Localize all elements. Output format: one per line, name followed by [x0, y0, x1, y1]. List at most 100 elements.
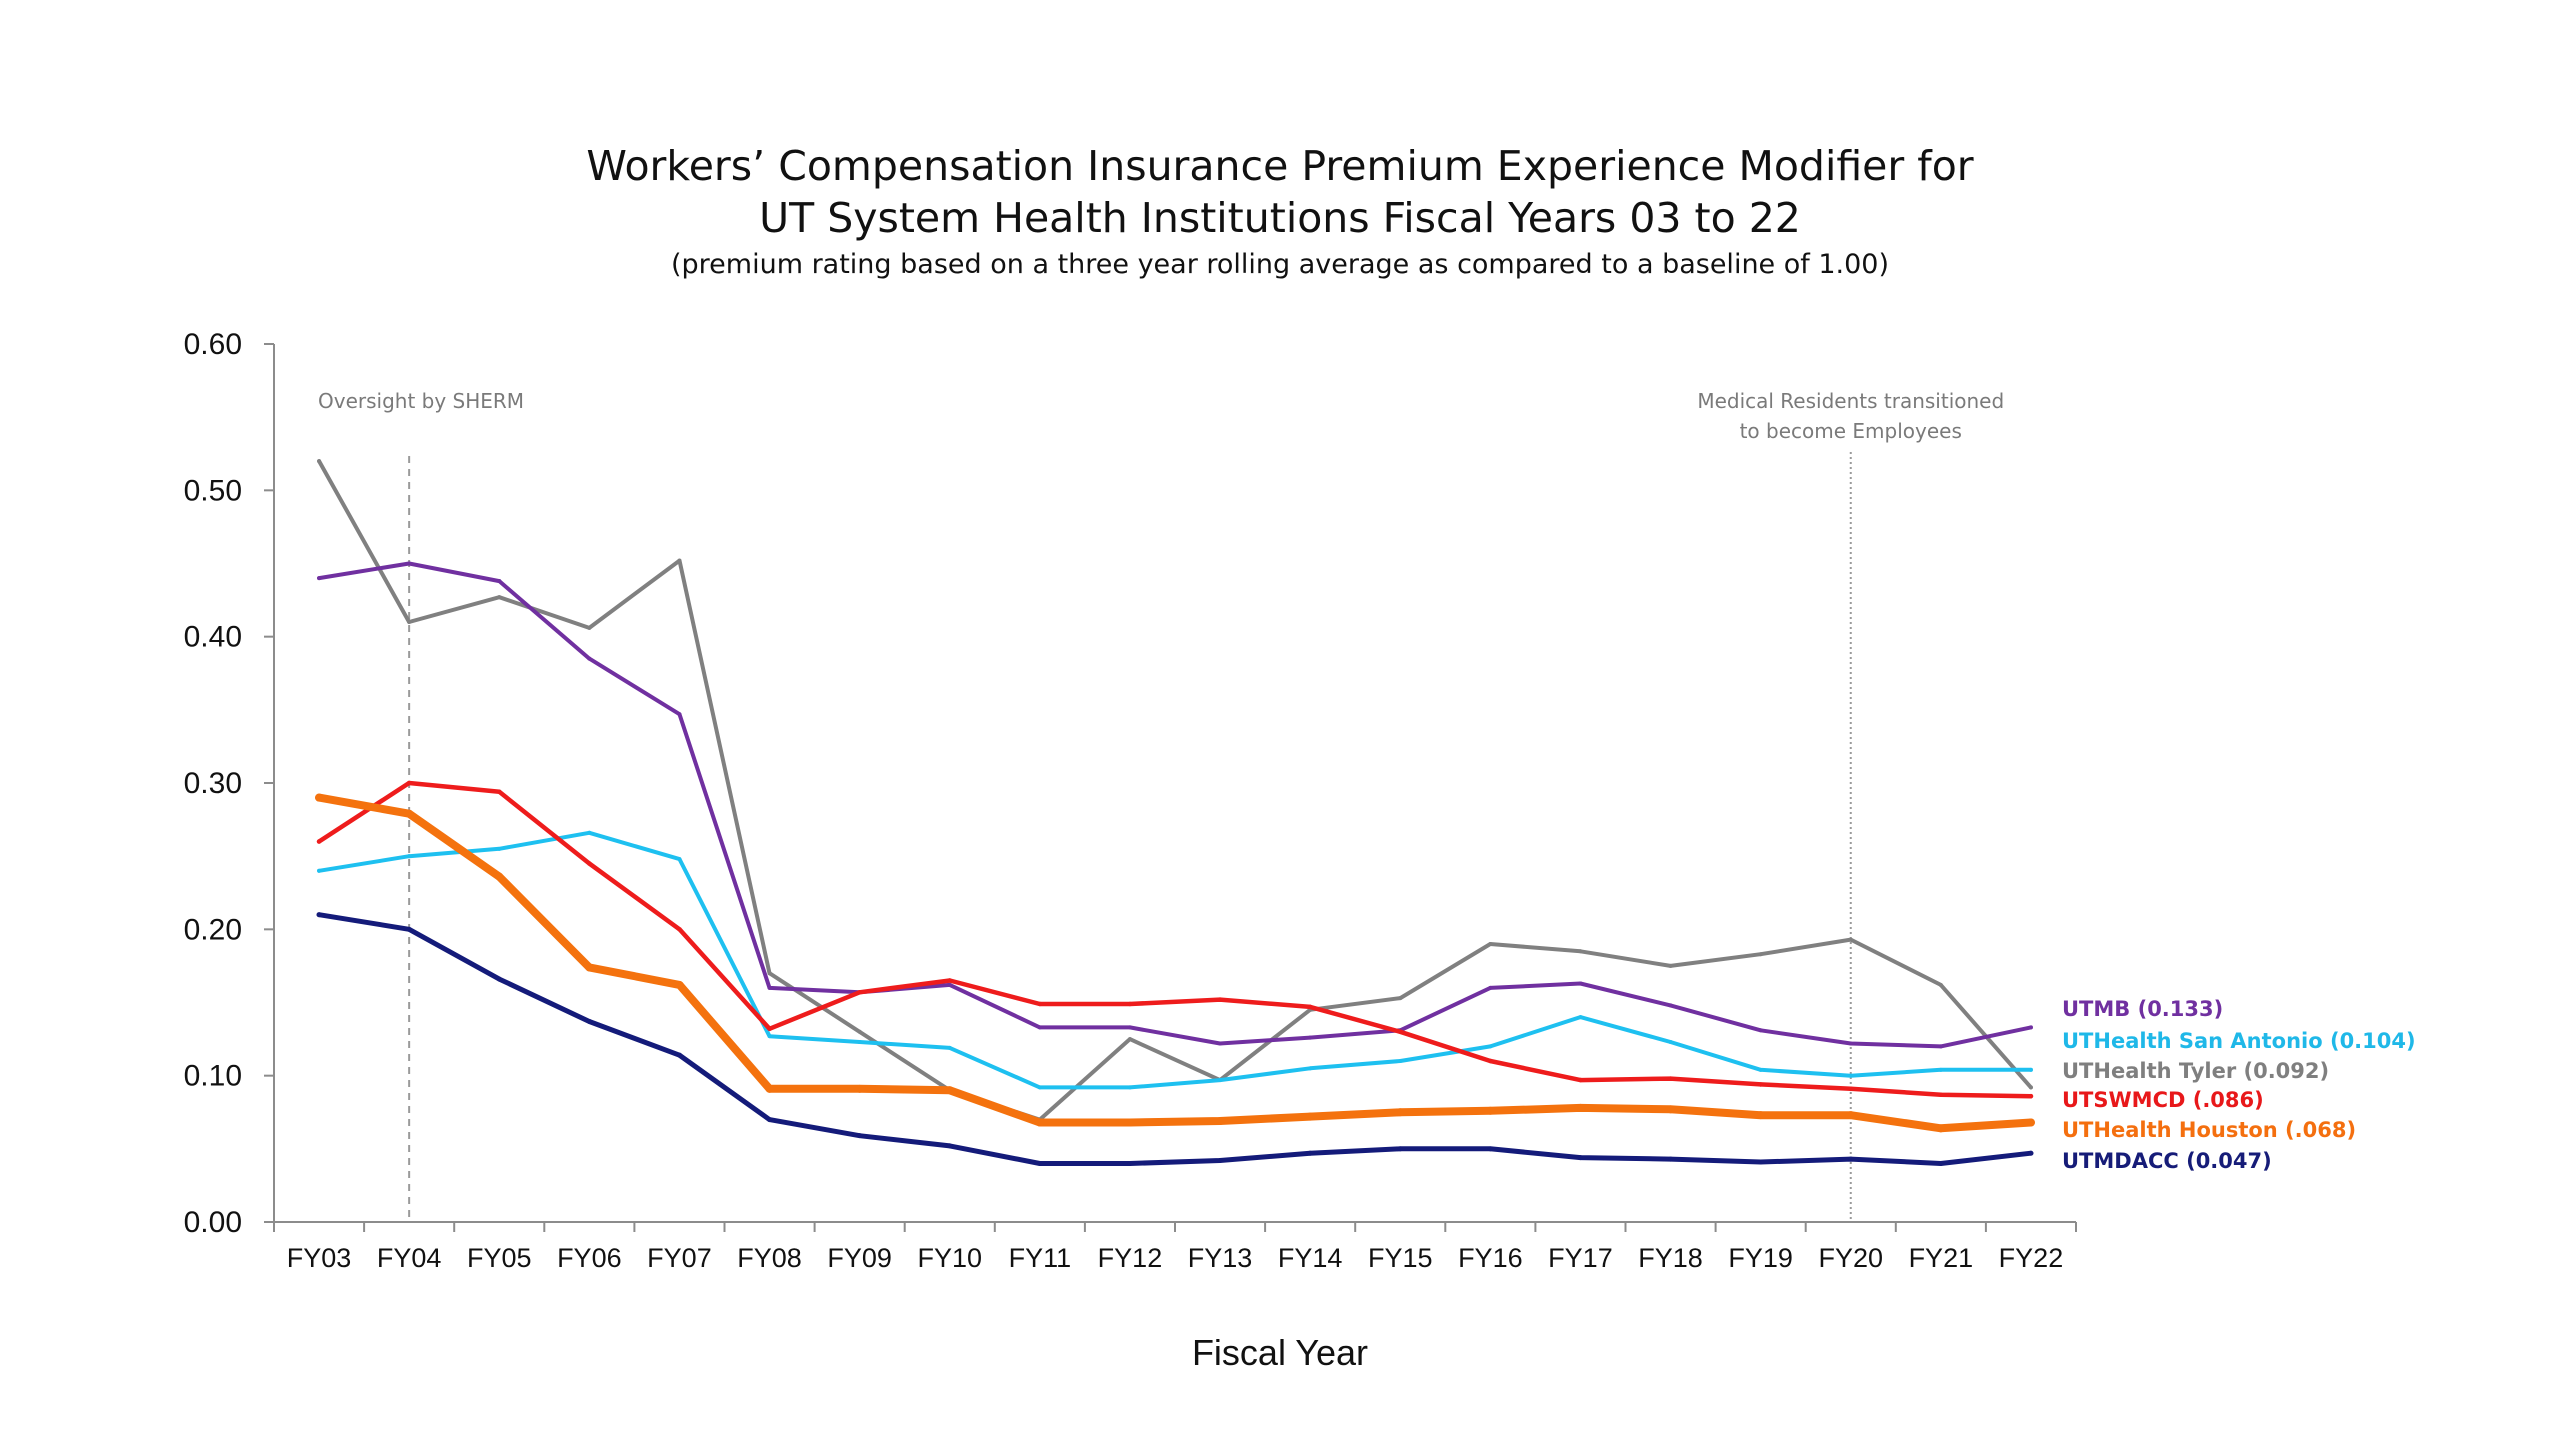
data-point — [497, 595, 502, 600]
series-end-label: UTHealth Tyler (0.092) — [2062, 1059, 2329, 1083]
x-tick-label: FY18 — [1638, 1243, 1703, 1273]
data-point — [587, 625, 592, 630]
data-point — [497, 846, 502, 851]
data-point — [1125, 1118, 1134, 1127]
data-point — [586, 1019, 592, 1025]
data-point — [1577, 1155, 1583, 1161]
y-tick-label: 0.50 — [184, 474, 242, 507]
data-point — [1848, 937, 1853, 942]
chart-series-labels: UTMB (0.133) UTHealth San Antonio (0.104)… — [2062, 997, 2416, 1173]
y-tick-label: 0.60 — [184, 328, 242, 361]
data-point — [947, 1045, 952, 1050]
x-axis-title: Fiscal Year — [1191, 1332, 1369, 1373]
data-point — [1938, 1067, 1943, 1072]
data-point — [1758, 952, 1763, 957]
data-point — [1938, 1092, 1944, 1097]
data-point — [1668, 1156, 1674, 1162]
x-tick-label: FY12 — [1098, 1243, 1163, 1273]
series-end-label: UTMB (0.133) — [2062, 997, 2223, 1021]
chart-title-block: Workers’ Compensation Insurance Premium … — [0, 140, 2560, 284]
data-point — [1938, 1160, 1944, 1166]
annotation-label: to become Employees — [1740, 419, 1962, 443]
data-point — [587, 656, 592, 661]
series-end-label: UTHealth San Antonio (0.104) — [2062, 1029, 2416, 1053]
data-point — [1397, 1146, 1403, 1152]
data-point — [585, 963, 594, 972]
data-point — [1127, 1037, 1132, 1042]
data-point — [315, 793, 324, 802]
y-tick-label: 0.40 — [184, 621, 242, 654]
data-point — [857, 1133, 863, 1139]
data-point — [1486, 1106, 1495, 1115]
data-point — [1758, 1028, 1763, 1033]
data-point — [1668, 1040, 1673, 1045]
x-tick-label: FY05 — [467, 1243, 532, 1273]
data-point — [1756, 1111, 1765, 1120]
data-point — [855, 1084, 864, 1093]
data-point — [1127, 1025, 1132, 1030]
data-point — [1127, 1160, 1133, 1166]
x-tick-label: FY16 — [1458, 1243, 1523, 1273]
data-point — [767, 1034, 772, 1039]
chart-title-line-1: Workers’ Compensation Insurance Premium … — [586, 142, 1974, 190]
data-point — [407, 854, 412, 859]
data-point — [1308, 1066, 1313, 1071]
data-point — [405, 809, 414, 818]
data-point — [767, 1026, 772, 1032]
data-point — [1216, 1117, 1225, 1126]
data-point — [1127, 1085, 1132, 1090]
data-point — [1578, 981, 1583, 986]
data-point — [945, 1086, 954, 1095]
x-tick-label: FY19 — [1728, 1243, 1793, 1273]
series-end-label: UTSWMCD (.086) — [2062, 1088, 2264, 1112]
data-point — [1307, 1004, 1313, 1010]
x-tick-label: FY22 — [1999, 1243, 2064, 1273]
series-end-label: UTHealth Houston (.068) — [2062, 1118, 2356, 1142]
x-tick-label: FY11 — [1009, 1243, 1072, 1273]
x-tick-label: FY09 — [827, 1243, 892, 1273]
series-line — [317, 830, 2033, 1090]
series-end-label: UTMDACC (0.047) — [2062, 1149, 2272, 1173]
x-tick-label: FY17 — [1548, 1243, 1613, 1273]
x-tick-label: FY10 — [917, 1243, 982, 1273]
data-point — [406, 926, 412, 932]
data-point — [677, 927, 682, 932]
y-tick-label: 0.30 — [184, 767, 242, 800]
data-point — [675, 980, 684, 989]
data-point — [2028, 1067, 2033, 1072]
chart-title-line-2: UT System Health Institutions Fiscal Yea… — [759, 194, 1801, 242]
data-point — [316, 912, 322, 918]
data-point — [1217, 997, 1223, 1002]
x-tick-label: FY13 — [1188, 1243, 1253, 1273]
data-point — [1488, 941, 1493, 946]
data-point — [1668, 1076, 1673, 1081]
data-point — [1398, 996, 1403, 1001]
data-point — [1037, 1085, 1042, 1090]
data-point — [2026, 1118, 2035, 1127]
data-point — [1217, 1158, 1223, 1164]
data-point — [1846, 1111, 1855, 1120]
data-point — [1938, 1044, 1943, 1049]
data-point — [497, 789, 502, 795]
data-point — [1308, 1035, 1313, 1040]
data-point — [1848, 1073, 1853, 1078]
data-point — [947, 982, 952, 987]
series-line — [317, 561, 2033, 1049]
data-point — [2028, 1085, 2033, 1090]
data-point — [1037, 1025, 1042, 1030]
data-point — [1488, 1044, 1493, 1049]
data-point — [947, 978, 952, 983]
data-point — [1307, 1150, 1313, 1156]
data-point — [1127, 1001, 1133, 1007]
data-point — [767, 971, 772, 976]
data-point — [677, 712, 682, 717]
data-point — [317, 459, 322, 464]
data-point — [1578, 1015, 1583, 1020]
y-tick-label: 0.00 — [184, 1206, 242, 1239]
series-line — [316, 912, 2034, 1166]
data-point — [1848, 1086, 1853, 1092]
data-point — [676, 1052, 682, 1058]
data-point — [1398, 1059, 1403, 1064]
data-point — [407, 620, 412, 625]
data-point — [1306, 1112, 1315, 1121]
